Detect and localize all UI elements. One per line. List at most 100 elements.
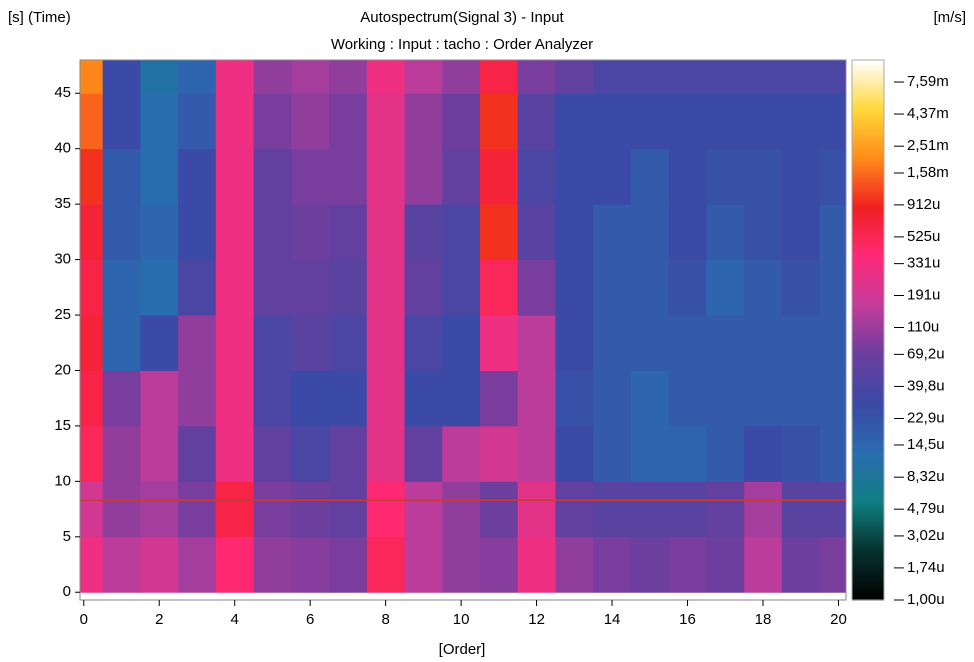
colorbar-segment: [852, 222, 884, 225]
colorbar-segment: [852, 472, 884, 475]
heatmap-cell: [102, 425, 141, 482]
colorbar-segment: [852, 178, 884, 181]
colorbar-tick-label: 1,58m: [907, 164, 949, 181]
heatmap-cell: [329, 370, 368, 427]
heatmap-cell: [668, 93, 707, 150]
colorbar-segment: [852, 464, 884, 467]
colorbar-segment: [852, 94, 884, 97]
colorbar-segment: [852, 254, 884, 257]
heatmap-cell: [291, 481, 330, 538]
heatmap-cell: [102, 204, 141, 261]
colorbar-segment: [852, 374, 884, 377]
heatmap-cell: [291, 93, 330, 150]
colorbar-segment: [852, 382, 884, 385]
heatmap-cell: [178, 536, 217, 593]
colorbar-segment: [852, 250, 884, 253]
heatmap-cell: [102, 481, 141, 538]
heatmap-cell: [102, 60, 141, 94]
colorbar-segment: [852, 132, 884, 135]
heatmap-cell: [517, 370, 556, 427]
colorbar-segment: [852, 534, 884, 537]
heatmap-cell: [630, 536, 670, 593]
colorbar-segment: [852, 280, 884, 283]
colorbar-segment: [852, 428, 884, 431]
colorbar-segment: [852, 332, 884, 335]
heatmap-cell: [479, 425, 519, 482]
colorbar-segment: [852, 152, 884, 155]
colorbar-segment: [852, 582, 884, 585]
colorbar-segment: [852, 356, 884, 359]
colorbar-segment: [852, 242, 884, 245]
colorbar-segment: [852, 522, 884, 525]
colorbar-segment: [852, 106, 884, 109]
heatmap-cell: [404, 481, 443, 538]
colorbar-segment: [852, 482, 884, 485]
colorbar-segment: [852, 124, 884, 127]
colorbar-segment: [852, 216, 884, 219]
colorbar-segment: [852, 284, 884, 287]
x-axis-label: [Order]: [439, 641, 486, 658]
y-tick-label: 5: [63, 528, 71, 545]
colorbar-tick-label: 7,59m: [907, 73, 949, 90]
heatmap-cell: [630, 425, 670, 482]
heatmap-cell: [744, 481, 783, 538]
heatmap-cell: [630, 60, 670, 94]
colorbar-segment: [852, 232, 884, 235]
heatmap-cell: [366, 60, 406, 94]
colorbar-segment: [852, 268, 884, 271]
colorbar-segment: [852, 188, 884, 191]
colorbar-segment: [852, 84, 884, 87]
heatmap-cell: [593, 481, 632, 538]
colorbar-segment: [852, 352, 884, 355]
colorbar-tick-label: 4,79u: [907, 500, 945, 517]
heatmap-cell: [517, 481, 556, 538]
colorbar-segment: [852, 500, 884, 503]
heatmap-cell: [819, 259, 846, 316]
heatmap-cell: [479, 370, 519, 427]
colorbar-segment: [852, 274, 884, 277]
colorbar-segment: [852, 524, 884, 527]
colorbar-segment: [852, 308, 884, 311]
colorbar-segment: [852, 460, 884, 463]
x-tick-label: 8: [381, 611, 389, 628]
colorbar-tick-label: 2,51m: [907, 137, 949, 154]
heatmap-cell: [140, 536, 179, 593]
colorbar-segment: [852, 156, 884, 159]
colorbar-segment: [852, 130, 884, 133]
colorbar-tick-label: 1,00u: [907, 591, 945, 608]
colorbar-segment: [852, 266, 884, 269]
heatmap-cell: [819, 481, 846, 538]
heatmap-cell: [80, 148, 104, 205]
colorbar-segment: [852, 126, 884, 129]
colorbar-segment: [852, 264, 884, 267]
colorbar-segment: [852, 576, 884, 579]
colorbar-segment: [852, 512, 884, 515]
colorbar-segment: [852, 112, 884, 115]
heatmap-cell: [178, 481, 217, 538]
heatmap-cell: [442, 204, 481, 261]
colorbar-tick-label: 912u: [907, 196, 940, 213]
heatmap-cell: [517, 148, 556, 205]
x-tick-label: 4: [231, 611, 239, 628]
colorbar-segment: [852, 312, 884, 315]
heatmap-cell: [366, 481, 406, 538]
heatmap-cell: [630, 315, 670, 371]
x-tick-label: 14: [604, 611, 621, 628]
colorbar-segment: [852, 248, 884, 251]
heatmap-cell: [819, 425, 846, 482]
heatmap: [80, 60, 846, 593]
colorbar-segment: [852, 182, 884, 185]
colorbar-tick-label: 22,9u: [907, 409, 945, 426]
colorbar-segment: [852, 448, 884, 451]
colorbar-segment: [852, 168, 884, 171]
colorbar-segment: [852, 220, 884, 223]
colorbar-segment: [852, 542, 884, 545]
heatmap-cell: [102, 93, 141, 150]
heatmap-cell: [630, 93, 670, 150]
colorbar-segment: [852, 114, 884, 117]
heatmap-cell: [442, 148, 481, 205]
heatmap-cell: [102, 148, 141, 205]
colorbar-segment: [852, 570, 884, 573]
colorbar-segment: [852, 98, 884, 101]
colorbar-segment: [852, 236, 884, 239]
